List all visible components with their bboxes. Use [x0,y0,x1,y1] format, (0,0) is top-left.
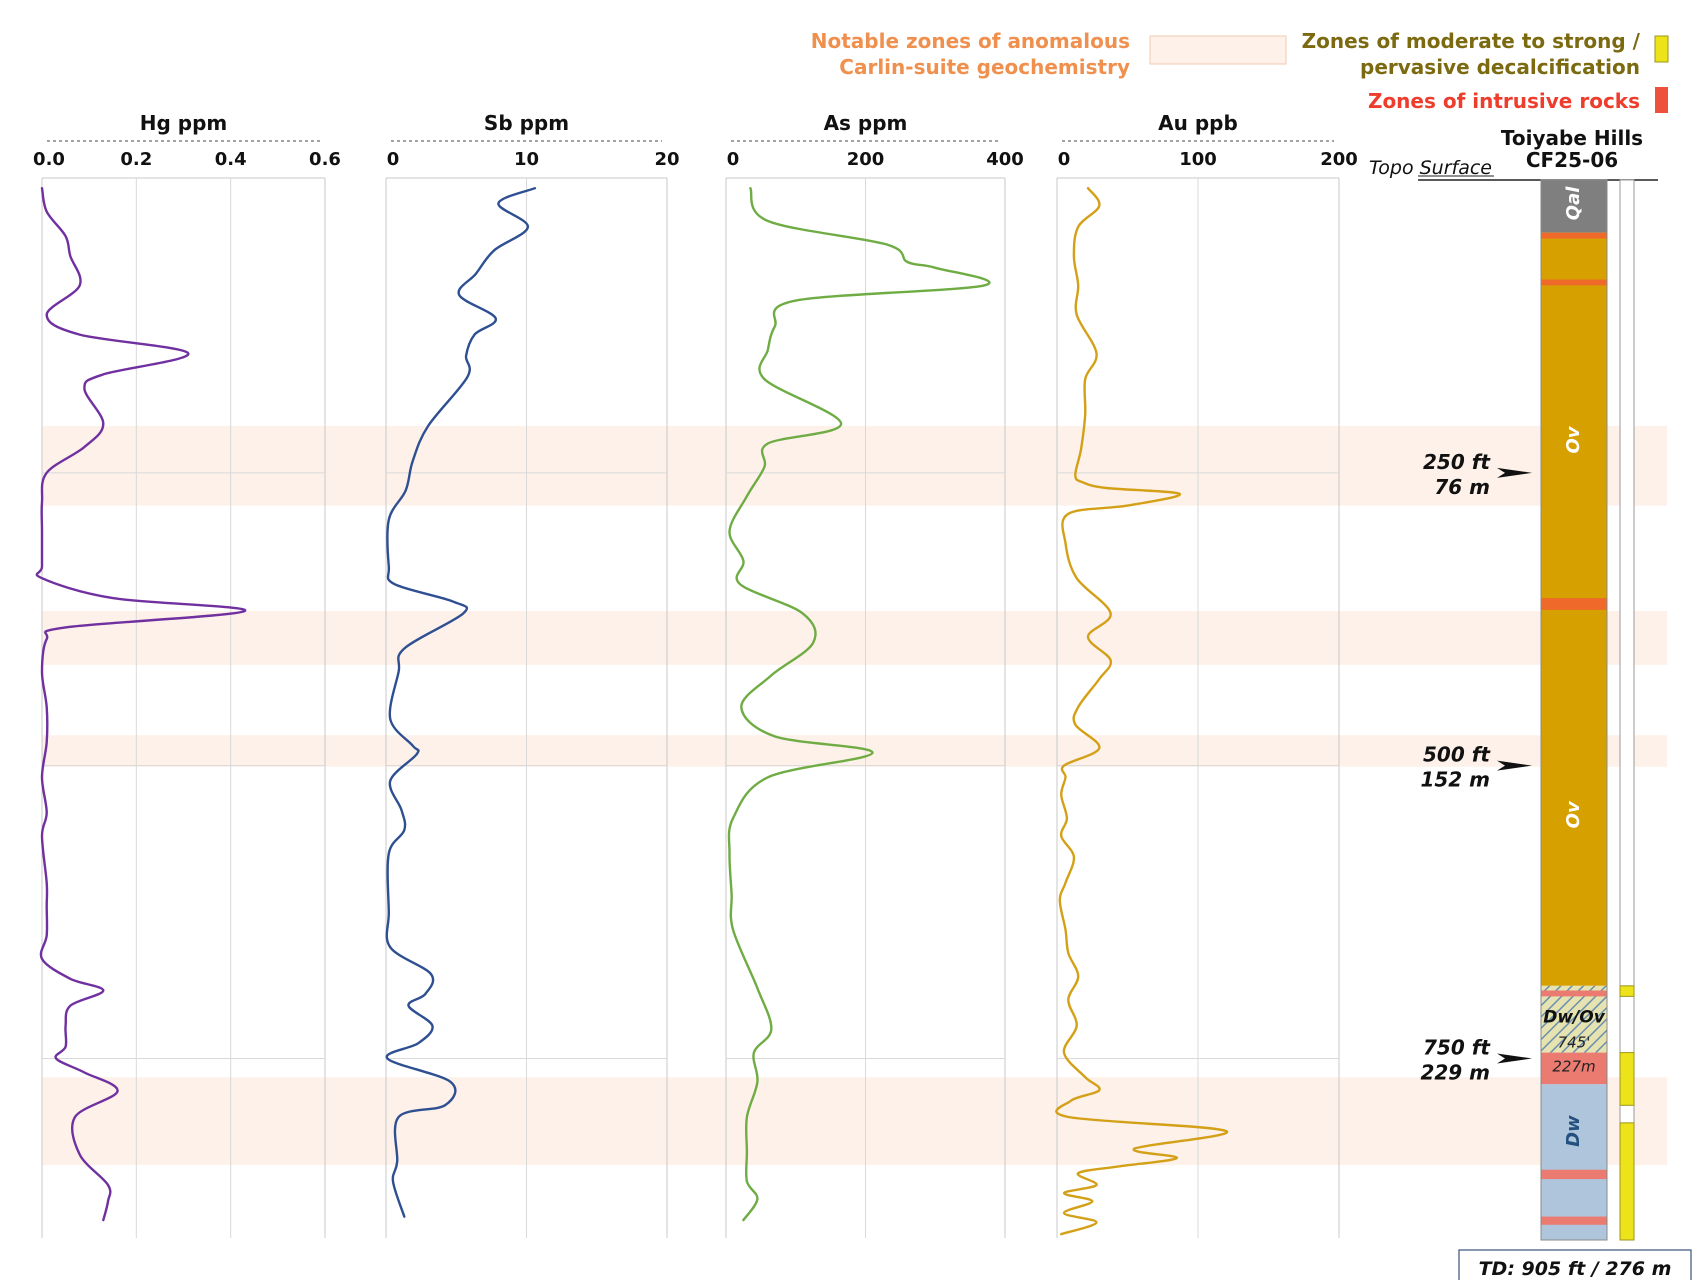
depth-marker-arrow-icon [1497,760,1532,771]
tick-label: 0 [1058,149,1071,170]
geochem-panels: Hg ppm 0.0 0.2 0.4 0.6 Sb ppm 0 10 20 As ppm 0 200 4… [33,111,1358,1238]
legend-anomalous-line2: Carlin-suite geochemistry [839,55,1130,79]
unit-label-qal: Qal [1563,186,1584,220]
unit-label-dw-ov: Dw/Ov [1543,1007,1605,1027]
tick-label: 0 [727,149,740,170]
panel-title: Au ppb [1158,111,1238,135]
legend: Notable zones of anomalous Carlin-suite … [811,29,1669,113]
depth-marker-ft-label: 500 ft [1423,743,1491,767]
tick-label: 400 [986,149,1024,170]
contact-depth-ft: 745' [1558,1034,1591,1052]
depth-marker-m-label: 229 m [1420,1060,1490,1084]
contact-depth-m: 227m [1552,1058,1595,1076]
anomalous-zones [42,425,1667,1166]
column-title-line1: Toiyabe Hills [1501,126,1643,150]
lithology-column: Toiyabe Hills CF25-06 Topo Surface TD: 9… [1369,126,1692,1280]
depth-marker-m-label: 152 m [1420,768,1490,792]
anomalous-zone-1 [42,425,1667,506]
panel-hg: Hg ppm 0.0 0.2 0.4 0.6 [33,111,341,1238]
unit-label-ov: Ov [1563,425,1584,453]
intrusive-band-3 [1541,598,1607,610]
intrusive-band-4 [1541,990,1607,997]
anomalous-zone-3 [42,735,1667,767]
depth-marker-arrow-icon [1497,1053,1532,1064]
depth-marker-ft-label: 250 ft [1423,450,1491,474]
tick-label: 0.4 [215,149,247,170]
anomalous-zone-2 [42,611,1667,665]
tick-label: 200 [847,149,885,170]
tick-label: 10 [514,149,539,170]
tick-label: 0.0 [33,149,65,170]
series-line-as [727,187,991,1222]
unit-qal-0 [1541,180,1607,233]
intrusive-band-5 [1541,1169,1607,1180]
depth-marker-arrow-icon [1497,467,1532,478]
decalc-interval-3 [1619,1122,1635,1241]
decalc-interval-1 [1619,985,1635,997]
series-line-sb [385,187,537,1218]
legend-intrusive-label: Zones of intrusive rocks [1368,89,1640,113]
legend-anomalous-swatch [1149,35,1287,65]
panel-title: Sb ppm [484,111,569,135]
unit-dw-4 [1541,1084,1607,1240]
depth-marker-m-label: 76 m [1434,475,1490,499]
intrusive-band-6 [1541,1216,1607,1225]
panel-sb: Sb ppm 0 10 20 [385,111,680,1238]
tick-label: 20 [654,149,679,170]
tick-label: 0 [387,149,400,170]
series-line-au [1055,187,1228,1236]
legend-anomalous-line1: Notable zones of anomalous [811,29,1130,53]
panel-as: As ppm 0 200 400 [725,111,1024,1238]
anomalous-zone-4 [42,1077,1667,1166]
series-line-hg [35,187,247,1222]
unit-label-ov: Ov [1563,800,1584,828]
topo-surface-label: Topo Surface [1369,157,1492,179]
tick-label: 0.6 [309,149,341,170]
unit-dw-ov-2 [1541,985,1607,1053]
panel-au: Au ppb 0 100 200 [1055,111,1358,1238]
td-label: TD: 905 ft / 276 m [1479,1258,1672,1280]
unit-intrusive-3 [1541,1052,1607,1085]
decalc-interval-2 [1619,1052,1635,1106]
panel-title: As ppm [824,111,908,135]
intrusive-band-1 [1541,232,1607,239]
legend-intrusive-swatch [1655,87,1668,113]
panel-title: Hg ppm [140,111,228,135]
legend-decalc-swatch [1654,35,1669,63]
tick-label: 100 [1179,149,1217,170]
column-title-line2: CF25-06 [1526,148,1618,172]
depth-marker-ft-label: 750 ft [1423,1035,1491,1059]
column-outline [1540,179,1608,1241]
intrusive-band-2 [1541,279,1607,286]
tick-label: 200 [1320,149,1358,170]
tick-label: 0.2 [120,149,152,170]
td-box [1458,1249,1692,1280]
legend-decalc-line1: Zones of moderate to strong / [1302,29,1641,53]
legend-decalc-line2: pervasive decalcification [1360,55,1640,79]
unit-label-dw: Dw [1563,1115,1584,1147]
